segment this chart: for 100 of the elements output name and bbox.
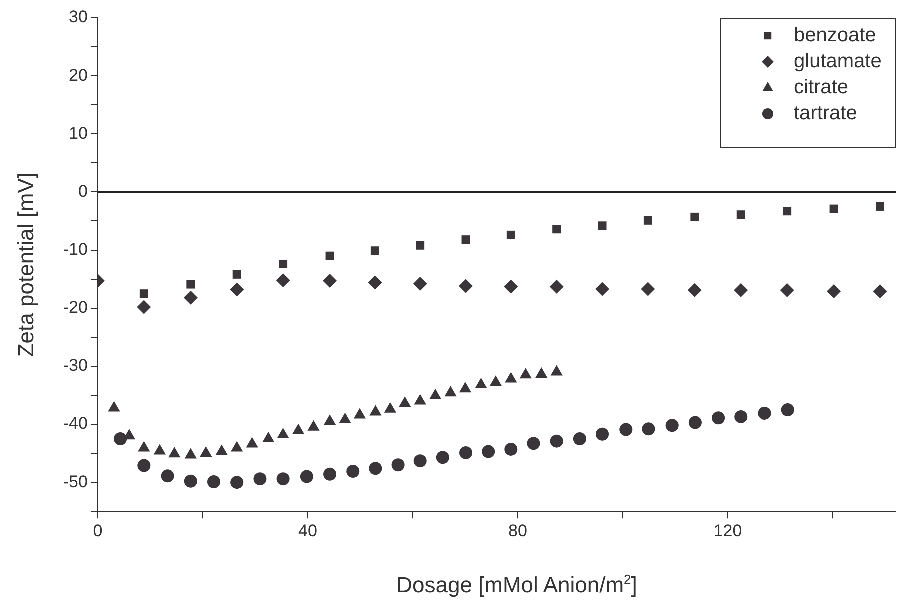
point xyxy=(550,434,564,448)
point xyxy=(216,444,228,456)
x-tick-label: 0 xyxy=(93,521,103,540)
point xyxy=(552,225,562,234)
point xyxy=(734,410,748,424)
point xyxy=(184,474,198,488)
point xyxy=(506,230,516,240)
y-tick-label: -10 xyxy=(63,240,88,259)
y-tick-label: 0 xyxy=(78,182,88,201)
x-tick-label: 80 xyxy=(508,521,528,540)
point xyxy=(186,280,196,289)
point xyxy=(346,465,360,478)
point xyxy=(758,406,772,420)
point xyxy=(573,432,586,446)
point xyxy=(140,290,148,298)
point xyxy=(292,424,305,434)
point xyxy=(414,454,427,468)
point xyxy=(781,403,794,416)
point xyxy=(644,216,652,225)
y-tick-label: 10 xyxy=(69,124,88,143)
point xyxy=(138,441,150,452)
point xyxy=(688,416,702,430)
point xyxy=(339,412,352,424)
point xyxy=(596,428,610,441)
point xyxy=(641,282,656,296)
point xyxy=(300,470,314,484)
point xyxy=(536,368,548,378)
point xyxy=(231,441,244,452)
point xyxy=(254,472,267,486)
point xyxy=(324,468,337,481)
point xyxy=(324,414,336,426)
point xyxy=(504,442,518,456)
point xyxy=(490,376,502,386)
point xyxy=(184,290,198,305)
point xyxy=(208,475,220,488)
point xyxy=(138,459,151,472)
point xyxy=(392,458,405,472)
point xyxy=(482,445,496,458)
y-tick-label: -30 xyxy=(63,356,88,376)
y-tick-label: 20 xyxy=(69,66,88,85)
point xyxy=(114,432,128,446)
y-axis-title: Zeta potential [mV] xyxy=(13,172,38,358)
point xyxy=(436,451,450,464)
point xyxy=(168,447,181,458)
point xyxy=(414,394,426,405)
point xyxy=(596,282,610,296)
legend-label: glutamate xyxy=(794,50,882,73)
point xyxy=(783,207,792,216)
point xyxy=(108,401,120,412)
point xyxy=(690,212,700,222)
point xyxy=(520,368,532,379)
point xyxy=(369,462,382,476)
point xyxy=(384,402,396,413)
x-axis-title: Dosage [mMol Anion/m$^{2}$] xyxy=(396,572,638,598)
point xyxy=(475,378,488,389)
point xyxy=(827,284,842,299)
point xyxy=(830,204,838,214)
legend-label: tartrate xyxy=(794,102,858,125)
point xyxy=(154,444,166,455)
point xyxy=(413,276,428,291)
y-tick-label: 30 xyxy=(69,8,88,27)
point xyxy=(399,396,412,408)
y-tick-label: -40 xyxy=(63,414,88,434)
point xyxy=(504,280,518,294)
legend-label: benzoate xyxy=(794,24,876,47)
point xyxy=(230,476,244,490)
point xyxy=(550,280,564,294)
point xyxy=(368,276,382,290)
point xyxy=(876,202,884,211)
point xyxy=(370,246,380,256)
point xyxy=(276,472,290,486)
point xyxy=(370,405,382,416)
point xyxy=(550,365,563,376)
x-tick-label: 40 xyxy=(298,521,318,540)
point xyxy=(459,279,474,294)
point xyxy=(734,283,748,298)
point xyxy=(780,283,794,298)
point xyxy=(246,437,258,448)
point xyxy=(279,260,288,268)
y-tick-label: -20 xyxy=(63,298,88,318)
point xyxy=(184,448,197,459)
point xyxy=(429,389,442,400)
point xyxy=(230,282,244,297)
point xyxy=(161,470,174,483)
point xyxy=(232,270,242,279)
point xyxy=(527,437,540,450)
y-tick-label: -50 xyxy=(63,472,88,492)
point xyxy=(642,422,656,436)
point xyxy=(444,386,457,397)
point xyxy=(276,273,290,288)
point xyxy=(200,446,212,458)
point xyxy=(736,210,746,220)
point xyxy=(416,241,425,250)
point xyxy=(598,222,607,230)
point xyxy=(308,420,320,431)
point xyxy=(323,274,338,288)
x-tick-label: 120 xyxy=(714,521,742,540)
point xyxy=(137,300,152,314)
point xyxy=(354,408,366,419)
point xyxy=(326,252,334,260)
